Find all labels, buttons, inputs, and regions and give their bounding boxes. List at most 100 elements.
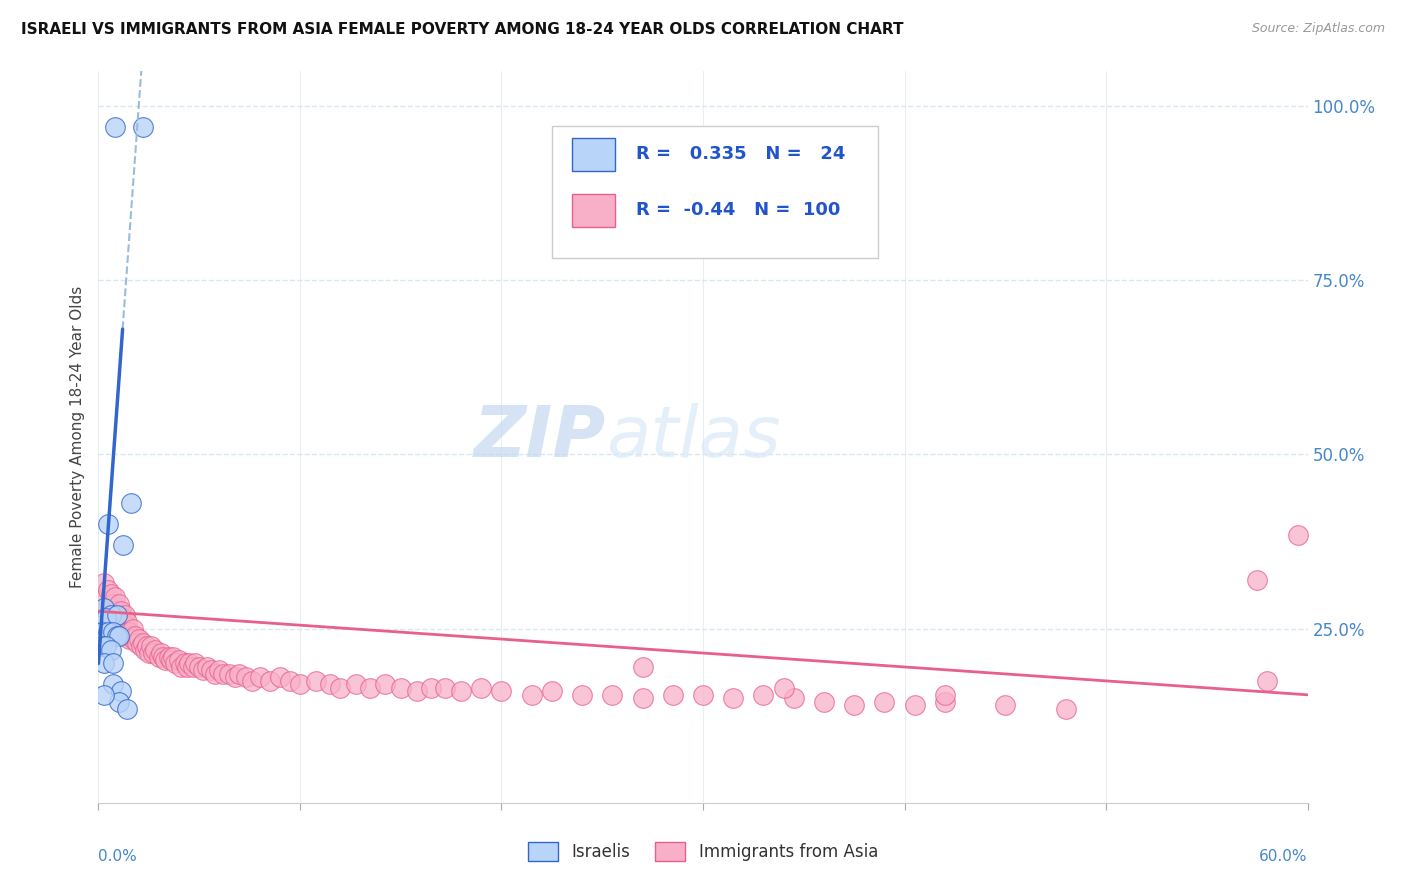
Point: [107, 629, 129, 643]
Point: [96, 591, 118, 605]
Point: [224, 670, 246, 684]
Point: [107, 695, 129, 709]
Point: [934, 688, 956, 702]
Point: [149, 646, 172, 660]
Text: 60.0%: 60.0%: [1260, 849, 1308, 863]
Point: [360, 681, 382, 695]
Point: [93, 688, 115, 702]
Point: [450, 684, 472, 698]
Point: [110, 615, 132, 629]
Point: [115, 615, 138, 629]
Point: [772, 681, 794, 695]
Point: [100, 587, 122, 601]
Point: [97, 600, 120, 615]
Point: [111, 538, 134, 552]
Point: [218, 667, 240, 681]
Point: [101, 657, 124, 671]
Point: [212, 667, 235, 681]
Point: [96, 639, 118, 653]
Point: [91, 639, 114, 653]
Point: [93, 576, 115, 591]
Point: [105, 607, 128, 622]
Point: [259, 673, 281, 688]
Point: [170, 660, 193, 674]
Point: [103, 591, 125, 605]
Point: [114, 607, 136, 622]
Point: [153, 653, 176, 667]
Point: [844, 698, 866, 713]
Point: [125, 635, 148, 649]
Point: [752, 688, 775, 702]
Point: [188, 660, 211, 674]
Point: [103, 604, 125, 618]
Point: [174, 657, 197, 671]
Point: [1054, 702, 1077, 716]
Text: 0.0%: 0.0%: [98, 849, 138, 863]
Point: [100, 607, 122, 622]
Point: [118, 625, 141, 640]
Point: [114, 618, 136, 632]
Point: [101, 597, 124, 611]
Point: [115, 702, 138, 716]
Point: [813, 695, 835, 709]
Point: [904, 698, 927, 713]
Point: [1246, 573, 1268, 587]
Point: [128, 632, 150, 646]
Point: [602, 688, 624, 702]
Point: [179, 657, 201, 671]
Legend: Israelis, Immigrants from Asia: Israelis, Immigrants from Asia: [522, 835, 884, 868]
Point: [120, 496, 142, 510]
Point: [157, 649, 180, 664]
Point: [540, 684, 562, 698]
FancyBboxPatch shape: [572, 194, 614, 227]
Point: [184, 657, 207, 671]
Point: [121, 622, 143, 636]
Point: [344, 677, 367, 691]
Point: [105, 629, 128, 643]
Point: [195, 660, 218, 674]
Point: [105, 618, 128, 632]
Text: ZIP: ZIP: [474, 402, 606, 472]
Point: [1286, 527, 1309, 541]
Point: [204, 667, 226, 681]
Point: [160, 653, 183, 667]
Point: [101, 611, 124, 625]
Point: [873, 695, 896, 709]
Point: [163, 657, 186, 671]
Point: [305, 673, 328, 688]
Point: [249, 670, 271, 684]
Point: [934, 695, 956, 709]
Point: [97, 583, 120, 598]
Point: [124, 629, 146, 643]
Point: [97, 517, 120, 532]
Point: [235, 670, 257, 684]
FancyBboxPatch shape: [572, 137, 614, 171]
Point: [143, 642, 166, 657]
Point: [132, 635, 155, 649]
Point: [135, 639, 157, 653]
Text: Source: ZipAtlas.com: Source: ZipAtlas.com: [1251, 22, 1385, 36]
Point: [571, 688, 593, 702]
Point: [994, 698, 1017, 713]
Point: [631, 660, 654, 674]
Point: [167, 653, 190, 667]
Point: [200, 664, 222, 678]
Point: [110, 604, 132, 618]
Point: [420, 681, 443, 695]
Point: [101, 625, 124, 640]
Point: [100, 642, 122, 657]
Point: [405, 684, 427, 698]
Point: [374, 677, 396, 691]
Point: [208, 664, 231, 678]
Point: [661, 688, 683, 702]
Point: [389, 681, 412, 695]
Point: [288, 677, 311, 691]
Point: [434, 681, 457, 695]
Point: [278, 673, 301, 688]
Point: [129, 639, 152, 653]
Point: [319, 677, 342, 691]
Point: [162, 649, 184, 664]
Point: [97, 625, 120, 640]
Y-axis label: Female Poverty Among 18-24 Year Olds: Female Poverty Among 18-24 Year Olds: [69, 286, 84, 588]
Point: [139, 639, 162, 653]
